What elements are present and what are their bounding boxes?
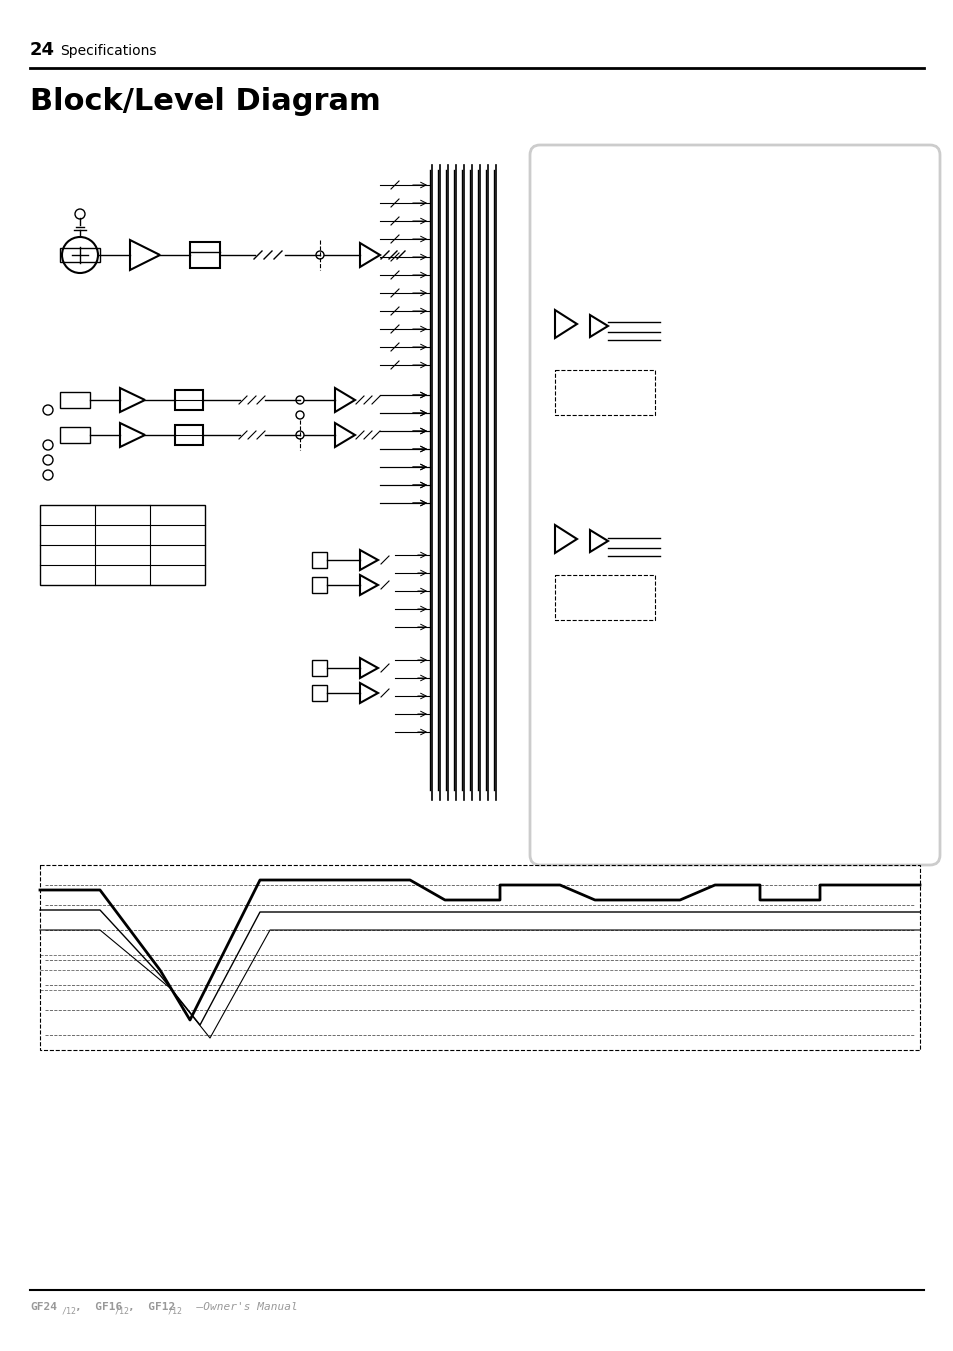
Text: —Owner's Manual: —Owner's Manual — [183, 1302, 297, 1312]
Bar — [555, 370, 655, 415]
Text: /12: /12 — [168, 1306, 183, 1315]
Text: GF24: GF24 — [30, 1302, 57, 1312]
Text: /12: /12 — [115, 1306, 130, 1315]
Text: Block/Level Diagram: Block/Level Diagram — [30, 86, 380, 116]
Bar — [312, 577, 327, 593]
Bar — [312, 685, 327, 701]
Bar — [555, 576, 655, 620]
Bar — [312, 553, 327, 567]
Bar — [174, 426, 203, 444]
Bar — [40, 865, 919, 1050]
Text: ,  GF16: , GF16 — [75, 1302, 122, 1312]
Bar — [40, 505, 205, 585]
Bar — [60, 249, 100, 262]
Text: 24: 24 — [30, 41, 55, 59]
Bar — [312, 661, 327, 676]
Text: ,  GF12: , GF12 — [128, 1302, 175, 1312]
Text: /12: /12 — [62, 1306, 77, 1315]
Bar — [174, 390, 203, 409]
Bar — [190, 242, 220, 267]
Text: Specifications: Specifications — [60, 45, 156, 58]
Bar — [60, 392, 90, 408]
Bar — [60, 427, 90, 443]
